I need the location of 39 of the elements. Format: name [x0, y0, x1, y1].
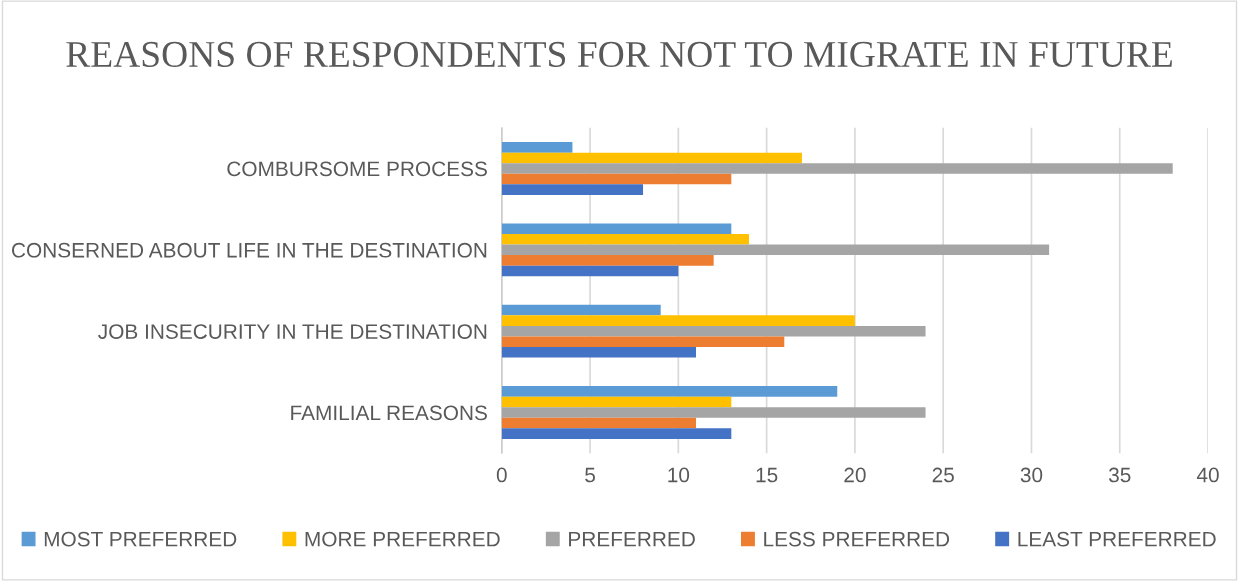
bar — [501, 265, 679, 277]
x-tick-label: 40 — [1196, 467, 1219, 483]
x-tick-label: 10 — [668, 467, 690, 483]
x-tick-label: 5 — [585, 467, 595, 483]
x-tick-label: 20 — [844, 467, 866, 483]
x-tick-label: 25 — [932, 467, 954, 483]
bar — [501, 173, 732, 185]
y-tick-label: JOB INSECURITY IN THE DESTINATION — [98, 324, 487, 339]
x-tick-label: 15 — [756, 467, 778, 483]
bar — [501, 417, 697, 429]
bar — [501, 407, 926, 418]
legend-label: LEAST PREFERRED — [1018, 531, 1216, 547]
legend-label: LESS PREFERRED — [764, 531, 950, 547]
legend-label: PREFERRED — [569, 531, 695, 547]
bar — [501, 428, 732, 439]
legend-label: MORE PREFERRED — [305, 531, 500, 547]
bar — [501, 347, 697, 358]
x-tick-label: 0 — [496, 467, 507, 483]
y-tick-label: FAMILIAL REASONS — [291, 405, 487, 421]
x-tick-label: 30 — [1020, 467, 1043, 483]
legend-label: MOST PREFERRED — [44, 531, 237, 547]
bar — [501, 386, 838, 397]
bar — [501, 184, 644, 195]
y-tick-label: COMBURSOME PROCESS — [227, 161, 487, 177]
bar — [501, 315, 855, 326]
bar — [501, 244, 1050, 256]
bar — [501, 223, 732, 234]
bar — [501, 255, 714, 266]
y-tick-label: CONSERNED ABOUT LIFE IN THE DESTINATION — [12, 242, 487, 258]
x-tick-label: 35 — [1108, 467, 1131, 483]
chart-title: REASONS OF RESPONDENTS FOR NOT TO MIGRATE IN FUTURE — [66, 41, 1172, 68]
bar — [501, 304, 661, 316]
bar — [501, 325, 926, 337]
bar — [501, 152, 802, 164]
bar — [501, 163, 1173, 174]
bar — [501, 396, 732, 408]
bar — [501, 336, 785, 348]
bar — [501, 233, 749, 245]
bar — [501, 142, 573, 153]
